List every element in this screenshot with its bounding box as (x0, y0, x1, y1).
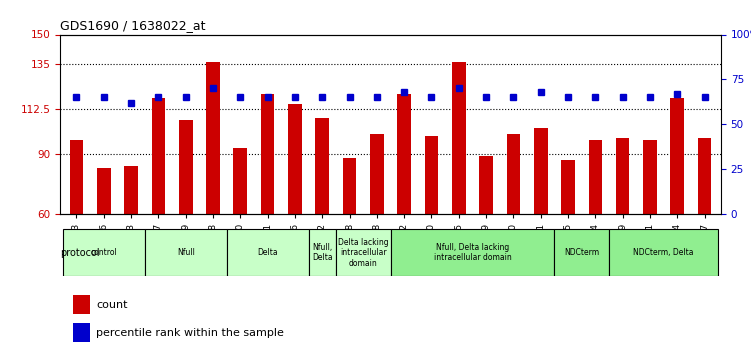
Bar (534, 128, 547, 214)
Bar (616, 138, 629, 214)
Text: Nfull: Nfull (176, 248, 195, 257)
Text: protocol: protocol (60, 248, 100, 258)
Text: Nfull, Delta lacking
intracellular domain: Nfull, Delta lacking intracellular domai… (433, 243, 511, 263)
Bar (234, 148, 247, 214)
Text: NDCterm: NDCterm (564, 248, 599, 257)
Bar (70, 140, 83, 214)
Text: GDS1690 / 1638022_at: GDS1690 / 1638022_at (60, 19, 206, 32)
Bar (342, 158, 357, 214)
Bar (479, 156, 493, 214)
Bar (152, 98, 165, 214)
FancyBboxPatch shape (554, 229, 609, 276)
Bar (643, 140, 657, 214)
Bar (74, 295, 90, 314)
Bar (97, 168, 110, 214)
Bar (370, 134, 384, 214)
Bar (671, 98, 684, 214)
Bar (74, 323, 90, 342)
Bar (124, 166, 138, 214)
FancyBboxPatch shape (391, 229, 554, 276)
Bar (288, 104, 302, 214)
Bar (179, 120, 192, 214)
Bar (397, 94, 411, 214)
FancyBboxPatch shape (145, 229, 227, 276)
FancyBboxPatch shape (63, 229, 145, 276)
Bar (452, 62, 466, 214)
Bar (507, 134, 520, 214)
Text: NDCterm, Delta: NDCterm, Delta (633, 248, 694, 257)
Bar (424, 136, 439, 214)
Text: Nfull,
Delta: Nfull, Delta (312, 243, 333, 263)
Bar (561, 160, 575, 214)
Bar (698, 138, 711, 214)
Bar (315, 118, 329, 214)
Text: control: control (90, 248, 117, 257)
FancyBboxPatch shape (609, 229, 718, 276)
Bar (589, 140, 602, 214)
FancyBboxPatch shape (336, 229, 391, 276)
Bar (261, 94, 274, 214)
Text: percentile rank within the sample: percentile rank within the sample (96, 328, 285, 337)
Text: Delta: Delta (258, 248, 278, 257)
FancyBboxPatch shape (227, 229, 309, 276)
Text: Delta lacking
intracellular
domain: Delta lacking intracellular domain (338, 238, 388, 268)
FancyBboxPatch shape (309, 229, 336, 276)
Text: count: count (96, 300, 128, 309)
Bar (207, 62, 220, 214)
